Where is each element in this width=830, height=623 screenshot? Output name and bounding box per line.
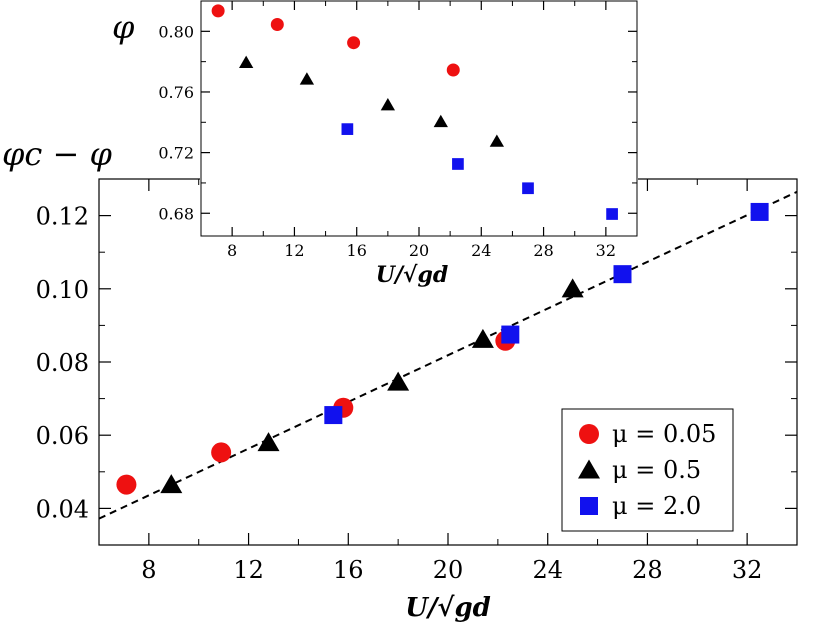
data-point-circle xyxy=(446,63,460,77)
x-tick-label: 8 xyxy=(141,556,156,584)
x-tick-label: 24 xyxy=(471,241,491,260)
data-point-circle xyxy=(116,474,137,495)
fit-line xyxy=(98,190,798,520)
data-point-circle xyxy=(211,4,225,18)
data-point-square xyxy=(324,406,343,425)
data-point-square xyxy=(750,202,769,221)
x-tick-label: 24 xyxy=(532,556,563,584)
legend: μ = 0.05 μ = 0.5 μ = 2.0 xyxy=(561,408,734,532)
inset-ticks: 8 12 16 20 24 28 32 0.68 0.72 0.76 0.80 xyxy=(158,1,637,260)
x-tick-label: 32 xyxy=(596,241,616,260)
x-tick-label: 32 xyxy=(732,556,763,584)
data-point-triangle xyxy=(561,278,584,298)
x-tick-label: 12 xyxy=(284,241,304,260)
data-point-square xyxy=(341,123,354,135)
data-point-circle xyxy=(347,36,361,50)
data-point-triangle xyxy=(257,432,280,452)
y-tick-label: 0.80 xyxy=(158,22,194,41)
x-tick-label: 12 xyxy=(233,556,264,584)
data-point-triangle xyxy=(387,371,410,391)
data-point-triangle xyxy=(380,98,396,111)
inset-plot: 8 12 16 20 24 28 32 0.68 0.72 0.76 0.80 φ U/√gd xyxy=(112,0,638,288)
inset-x-axis-title: U/√gd xyxy=(376,262,448,288)
x-tick-label: 28 xyxy=(632,556,663,584)
data-point-triangle xyxy=(239,55,254,68)
data-point-triangle xyxy=(471,328,494,348)
data-point-circle xyxy=(270,18,284,31)
data-point-triangle xyxy=(433,114,448,128)
x-tick-label: 20 xyxy=(409,241,429,260)
legend-marker-square xyxy=(580,497,598,515)
legend-label: μ = 0.05 xyxy=(612,420,716,448)
data-point-square xyxy=(522,182,534,195)
main-fit-line-group xyxy=(98,190,798,520)
x-tick-label: 8 xyxy=(227,241,237,260)
inset-y-axis-title: φ xyxy=(112,8,135,46)
inset-data-points xyxy=(211,4,618,220)
y-tick-label: 0.06 xyxy=(36,422,89,450)
legend-items: μ = 0.05 μ = 0.5 μ = 2.0 xyxy=(578,420,716,520)
x-tick-label: 16 xyxy=(333,556,364,584)
inset-background xyxy=(200,0,638,238)
legend-marker-circle xyxy=(579,424,599,444)
data-point-circle xyxy=(211,442,232,463)
main-x-axis-title: U/√gd xyxy=(405,593,491,623)
y-tick-label: 0.76 xyxy=(158,83,194,102)
y-tick-label: 0.10 xyxy=(36,276,89,304)
data-point-square xyxy=(613,265,632,284)
legend-label: μ = 2.0 xyxy=(612,492,701,520)
y-tick-label: 0.08 xyxy=(36,349,89,377)
data-point-square xyxy=(606,208,618,220)
x-tick-label: 20 xyxy=(433,556,464,584)
y-tick-label: 0.12 xyxy=(36,203,89,231)
data-point-square xyxy=(452,158,464,170)
y-tick-label: 0.68 xyxy=(158,204,194,223)
main-y-axis-title: φc − φ xyxy=(2,135,112,173)
data-point-square xyxy=(501,325,520,344)
y-tick-label: 0.72 xyxy=(158,144,194,163)
legend-marker-triangle xyxy=(578,459,600,479)
main-plot: 8 12 16 20 24 28 32 0.04 0.06 0.08 0.10 0.12 φc − φ… xyxy=(2,135,798,623)
data-point-triangle xyxy=(489,134,505,147)
x-tick-label: 28 xyxy=(533,241,553,260)
legend-label: μ = 0.5 xyxy=(612,456,701,484)
data-point-triangle xyxy=(299,72,315,85)
data-point-triangle xyxy=(160,474,183,494)
y-tick-label: 0.04 xyxy=(36,495,89,523)
x-tick-label: 16 xyxy=(347,241,367,260)
main-data-points xyxy=(116,202,769,495)
